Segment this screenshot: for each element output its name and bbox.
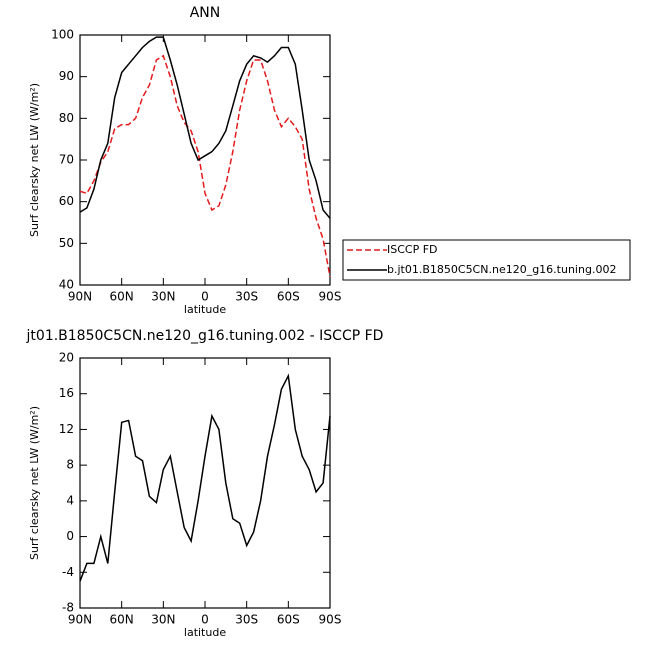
chart-title: jt01.B1850C5CN.ne120_g16.tuning.002 - IS… [26,328,384,344]
data-line [79,36,331,219]
x-tick-label: 90S [319,290,342,304]
y-tick-label: -8 [62,601,74,615]
plot-frame [79,357,331,609]
x-tick-label: 30N [151,613,175,627]
y-tick-label: 16 [59,386,74,400]
x-tick-label: 30S [235,290,258,304]
y-axis-label: Surf clearsky net LW (W/m²) [28,83,41,237]
legend-box [342,239,631,281]
x-axis-label: latitude [184,303,226,316]
plot-frame [79,34,331,286]
x-tick-label: 90S [319,613,342,627]
y-tick-label: 20 [59,351,74,365]
y-tick-label: -4 [62,565,74,579]
y-tick-label: 100 [51,28,74,42]
x-tick-label: 90N [68,290,92,304]
chart-title: ANN [190,5,221,21]
legend-label: ISCCP FD [387,243,438,256]
x-tick-label: 0 [201,613,209,627]
x-tick-label: 60N [110,613,134,627]
y-axis-label: Surf clearsky net LW (W/m²) [28,406,41,560]
x-tick-label: 30S [235,613,258,627]
y-tick-label: 12 [59,422,74,436]
y-tick-label: 50 [59,236,74,250]
x-tick-label: 0 [201,290,209,304]
x-axis-label: latitude [184,626,226,639]
x-tick-label: 60S [277,290,300,304]
x-tick-label: 60S [277,613,300,627]
y-tick-label: 60 [59,194,74,208]
data-line [79,373,331,582]
y-tick-label: 4 [66,493,74,507]
legend-label: b.jt01.B1850C5CN.ne120_g16.tuning.002 [387,263,616,276]
y-tick-label: 40 [59,278,74,292]
y-tick-label: 8 [66,458,74,472]
x-tick-label: 30N [151,290,175,304]
x-tick-label: 90N [68,613,92,627]
y-tick-label: 90 [59,69,74,83]
y-tick-label: 0 [66,529,74,543]
data-line [79,54,331,277]
x-tick-label: 60N [110,290,134,304]
y-tick-label: 70 [59,153,74,167]
y-tick-label: 80 [59,111,74,125]
